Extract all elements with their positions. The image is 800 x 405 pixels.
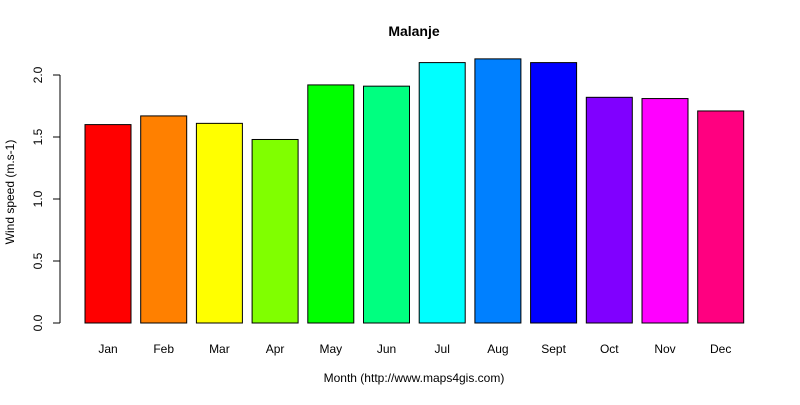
x-tick-label: Mar xyxy=(209,342,230,356)
x-tick-label: Dec xyxy=(710,342,731,356)
bar-dec xyxy=(697,110,745,324)
bar-jun xyxy=(363,85,410,324)
bar-jul xyxy=(418,62,466,324)
x-tick-label: Feb xyxy=(153,342,174,356)
x-tick-label: May xyxy=(319,342,342,356)
x-tick-label: Jul xyxy=(435,342,450,356)
x-tick-label: Jun xyxy=(377,342,396,356)
bar-feb xyxy=(140,115,188,324)
y-tick-label: 0.5 xyxy=(31,252,45,269)
bars-group xyxy=(84,58,745,324)
bar-apr xyxy=(251,138,299,324)
bar-aug xyxy=(474,58,522,324)
x-tick-label: Jan xyxy=(98,342,117,356)
bar-may xyxy=(307,84,355,324)
y-tick-label: 1.5 xyxy=(31,128,45,145)
y-tick-label: 1.0 xyxy=(31,190,45,207)
x-tick-label: Apr xyxy=(266,342,285,356)
bar-sept xyxy=(530,62,578,324)
chart-title: Malanje xyxy=(388,23,440,39)
x-tick-label: Nov xyxy=(654,342,675,356)
y-axis: 0.0 0.5 1.0 1.5 2.0 xyxy=(31,66,61,331)
x-tick-label: Sept xyxy=(541,342,566,356)
y-tick-label: 0.0 xyxy=(31,314,45,331)
x-tick-labels: Jan Feb Mar Apr May Jun Jul Aug Sept Oct Nov Dec xyxy=(98,342,731,356)
x-tick-label: Oct xyxy=(600,342,619,356)
y-tick-label: 2.0 xyxy=(31,66,45,83)
bar-oct xyxy=(585,96,633,324)
x-axis-label: Month (http://www.maps4gis.com) xyxy=(324,371,505,385)
y-axis-label: Wind speed (m.s-1) xyxy=(3,140,17,245)
x-tick-label: Aug xyxy=(487,342,508,356)
bar-mar xyxy=(195,122,243,324)
bar-nov xyxy=(641,98,689,324)
bar-jan xyxy=(84,124,132,324)
